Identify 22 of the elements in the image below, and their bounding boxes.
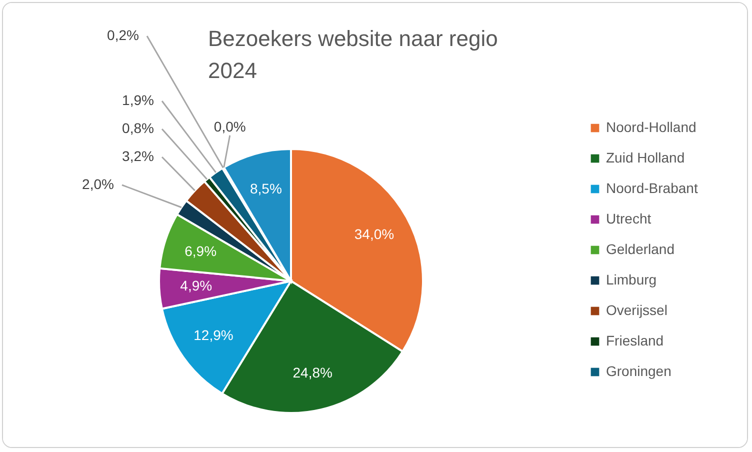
data-label: 4,9% [180, 278, 212, 294]
data-label: 0,2% [107, 27, 139, 43]
data-label: 2,0% [82, 176, 114, 192]
data-label: 8,5% [250, 180, 282, 196]
data-label: 1,9% [122, 92, 154, 108]
data-label: 34,0% [354, 226, 394, 242]
data-label: 24,8% [292, 364, 332, 381]
data-label: 6,9% [184, 242, 217, 259]
text: Bezoekers website naar regio 2024 [208, 26, 498, 83]
data-label: 12,9% [194, 326, 234, 343]
legend-label: Noord-Holland [606, 119, 696, 135]
legend-label: Gelderland [606, 241, 674, 257]
legend-label: Overijssel [606, 302, 668, 318]
data-label: 0,8% [122, 120, 154, 136]
legend-label: Noord-Brabant [606, 180, 698, 196]
text: 0,0% [214, 118, 246, 134]
legend-label: Utrecht [606, 210, 652, 226]
legend-label: Zuid Holland [606, 150, 685, 166]
legend-label: Friesland [606, 332, 664, 348]
legend-label: Groningen [606, 363, 672, 379]
data-label: 3,2% [122, 148, 154, 164]
legend-label: Limburg [606, 272, 657, 288]
